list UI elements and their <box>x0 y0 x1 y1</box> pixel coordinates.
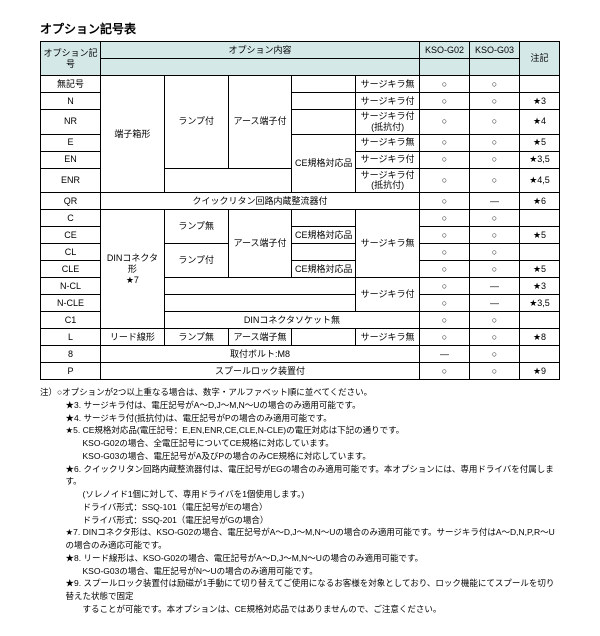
earth-cell: アース端子付 <box>228 76 292 169</box>
code-cell: C <box>41 210 101 227</box>
surge-cell: サージキラ無 <box>356 210 420 278</box>
note-line: 注）○オプションが2つ以上重なる場合は、数字・アルファベット順に並べてください。 <box>40 386 560 399</box>
code-cell: QR <box>41 193 101 210</box>
surge-cell: サージキラ付 <box>356 93 420 110</box>
note-line: ★3. サージキラ付は、電圧記号がA～D,J～M,N～Uの場合のみ適用可能です。 <box>40 399 560 412</box>
notes-section: 注）○オプションが2つ以上重なる場合は、数字・アルファベット順に並べてください。… <box>40 386 560 616</box>
spool-cell: スプールロック装置付 <box>101 363 420 380</box>
code-cell: ENR <box>41 168 101 193</box>
lamp-cell: ランプ付 <box>164 76 228 169</box>
code-cell: L <box>41 329 101 346</box>
surge-cell: サージキラ付 <box>356 151 420 168</box>
note-line: KSO-G02の場合、全電圧記号についてCE規格に対応しています。 <box>40 437 560 450</box>
code-cell: NR <box>41 110 101 135</box>
header-code: オプション記号 <box>41 42 101 76</box>
bolt-cell: 取付ボルト:M8 <box>101 346 420 363</box>
surge-cell: サージキラ付 <box>356 278 420 312</box>
socket-cell: DINコネクタソケット無 <box>164 312 419 329</box>
earth-cell: アース端子無 <box>228 329 292 346</box>
header-g02: KSO-G02 <box>420 42 470 59</box>
quick-cell: クイックリタン回路内蔵整流器付 <box>101 193 420 210</box>
earth-cell: アース端子付 <box>228 210 292 278</box>
code-cell: 8 <box>41 346 101 363</box>
code-cell: C1 <box>41 312 101 329</box>
note-line: (ソレノイド1個に対して、専用ドライバを1個使用します。) <box>40 488 560 501</box>
lamp-cell: ランプ付 <box>164 244 228 278</box>
ce-cell: CE規格対応品 <box>292 261 356 278</box>
note-line: KSO-G03の場合、電圧記号がN～Uの場合のみ適用可能です。 <box>40 565 560 578</box>
code-cell: CLE <box>41 261 101 278</box>
surge-cell: サージキラ無 <box>356 329 420 346</box>
type-cell: DINコネクタ形 ★7 <box>101 210 165 329</box>
code-cell: EN <box>41 151 101 168</box>
option-table: オプション記号 オプション内容 KSO-G02 KSO-G03 注記 無記号 端… <box>40 41 560 380</box>
note-line: KSO-G03の場合、電圧記号がA及びPの場合のみCE規格に対応しています。 <box>40 450 560 463</box>
note-line: ★5. CE規格対応品(電圧記号：E,EN,ENR,CE,CLE,N-CLE)の… <box>40 424 560 437</box>
lamp-cell: ランプ無 <box>164 329 228 346</box>
note-line: ★7. DINコネクタ形は、KSO-G02の場合、電圧記号がA～D,J～M,N～… <box>40 526 560 552</box>
note-line: ★4. サージキラ付(抵抗付)は、電圧記号がPの場合のみ適用可能です。 <box>40 412 560 425</box>
note-line: ★6. クイックリタン回路内蔵整流器付は、電圧記号がEGの場合のみ適用可能です。… <box>40 463 560 489</box>
header-content: オプション内容 <box>101 42 420 59</box>
type-cell: リード線形 <box>101 329 165 346</box>
surge-cell: サージキラ無 <box>356 76 420 93</box>
lamp-cell: ランプ無 <box>164 210 228 244</box>
code-cell: N-CL <box>41 278 101 295</box>
surge-cell: サージキラ付(抵抗付) <box>356 168 420 193</box>
code-cell: E <box>41 134 101 151</box>
note-line: することが可能です。本オプションは、CE規格対応品ではありませんので、ご注意くだ… <box>40 603 560 616</box>
surge-cell: サージキラ無 <box>356 134 420 151</box>
code-cell: N <box>41 93 101 110</box>
header-note: 注記 <box>520 42 560 76</box>
surge-cell: サージキラ付(抵抗付) <box>356 110 420 135</box>
header-g03: KSO-G03 <box>470 42 520 59</box>
note-line: ドライバ形式：SSQ-201（電圧記号がGの場合） <box>40 514 560 527</box>
ce-cell: CE規格対応品 <box>292 227 356 244</box>
table-title: オプション記号表 <box>40 20 560 37</box>
code-cell: N-CLE <box>41 295 101 312</box>
code-cell: CE <box>41 227 101 244</box>
code-cell: P <box>41 363 101 380</box>
note-line: ★9. スプールロック装置付は励磁が1手動にて切り替えてご使用になるお客様を対象… <box>40 577 560 603</box>
type-cell: 端子箱形 <box>101 76 165 193</box>
code-cell: CL <box>41 244 101 261</box>
note-line: ドライバ形式：SSQ-101（電圧記号がEの場合） <box>40 501 560 514</box>
note-line: ★8. リード線形は、KSO-G02の場合、電圧記号がA～D,J～M,N～Uの場… <box>40 552 560 565</box>
code-cell: 無記号 <box>41 76 101 93</box>
